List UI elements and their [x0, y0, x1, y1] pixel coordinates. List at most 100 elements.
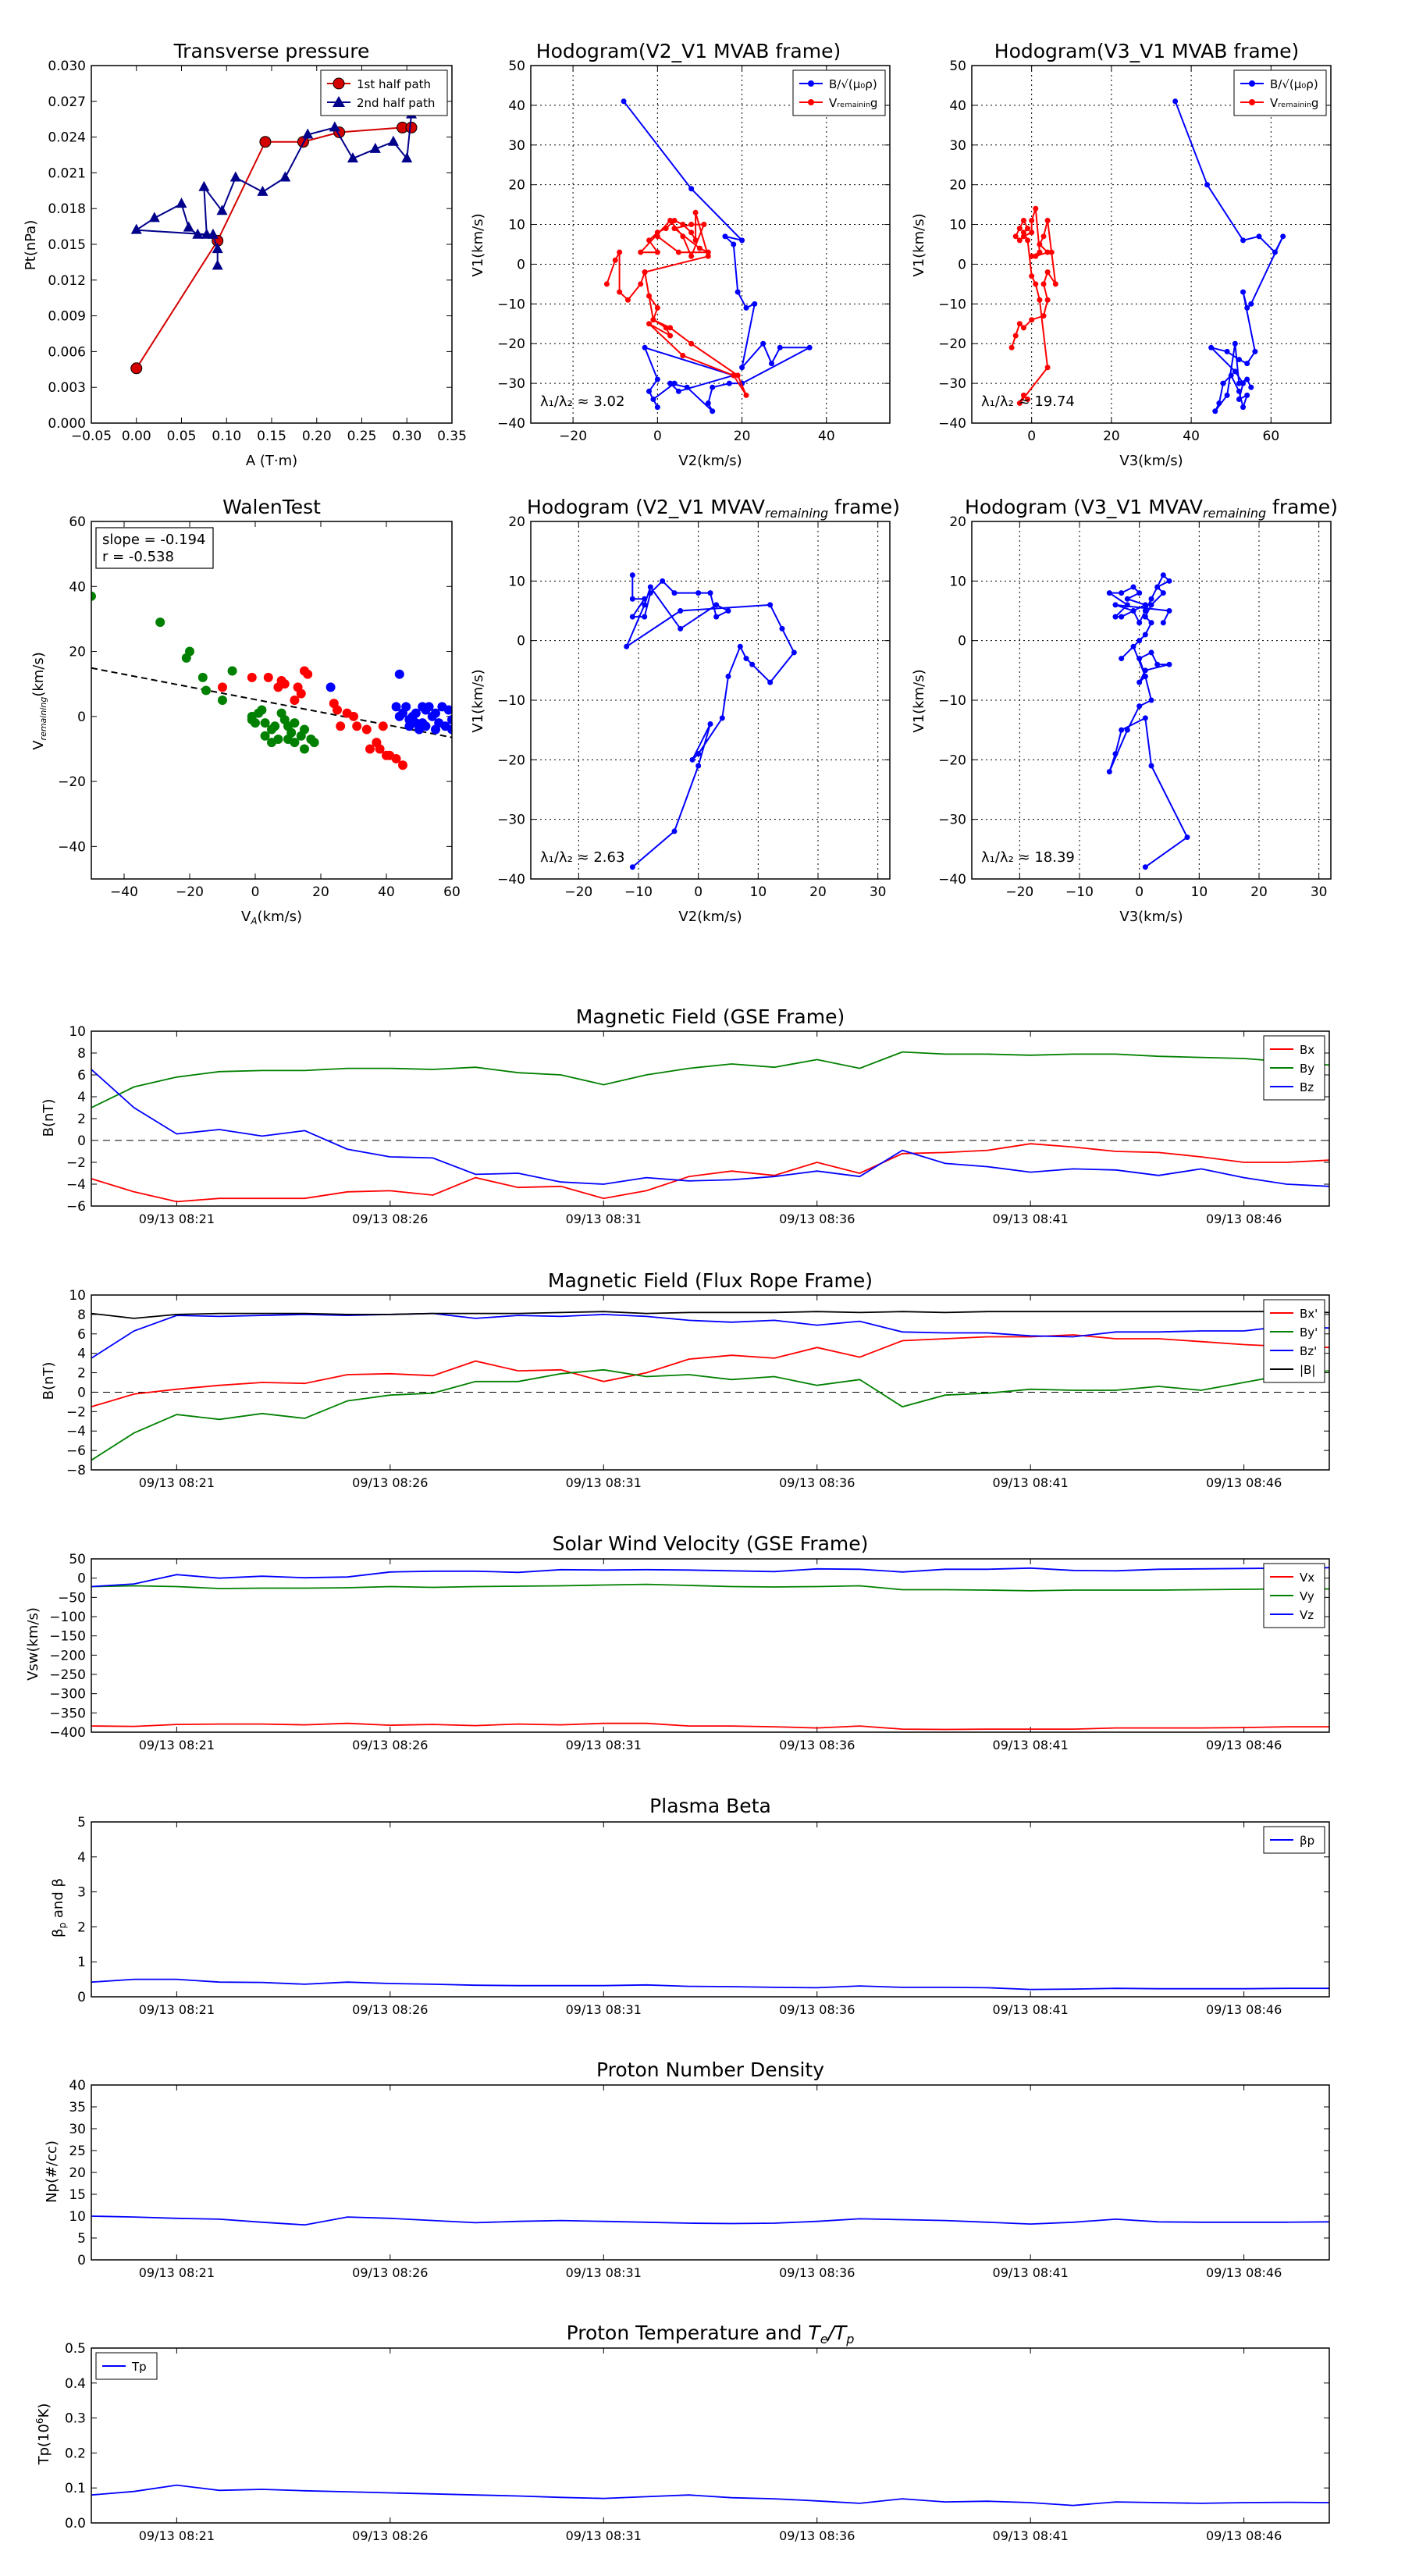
data-point	[1148, 602, 1154, 608]
data-point	[325, 682, 336, 692]
data-point	[431, 724, 440, 735]
series-line-By	[91, 1051, 1329, 1108]
data-point	[1124, 596, 1130, 602]
data-point	[663, 226, 669, 232]
title-hodogram-v2-v1-mvab: Hodogram(V2_V1 MVAB frame)	[536, 40, 841, 62]
data-point	[767, 679, 774, 685]
data-point	[279, 171, 291, 182]
data-point	[1240, 289, 1247, 295]
y-tick-label: 30	[949, 138, 966, 154]
fit-stats-frame	[95, 527, 214, 569]
data-point	[701, 222, 707, 228]
legend-label-2: Bz'	[1300, 1344, 1317, 1358]
data-point	[130, 362, 143, 375]
data-point	[1142, 602, 1148, 608]
legend-marker-1	[333, 96, 345, 107]
y-tick-label: 40	[69, 2078, 86, 2094]
y-tick-label: −40	[938, 872, 966, 888]
data-point	[1012, 333, 1019, 339]
data-point	[218, 696, 227, 705]
legend-label-1: By	[1300, 1062, 1314, 1076]
data-point	[760, 340, 767, 347]
axes-frame	[91, 2084, 1330, 2261]
x-tick-label: 09/13 08:41	[993, 1475, 1069, 1490]
title-transverse-pressure: Transverse pressure	[173, 40, 370, 62]
x-tick-label: 30	[1311, 884, 1328, 900]
data-point	[300, 724, 309, 735]
data-point	[710, 408, 716, 415]
data-point	[638, 249, 644, 255]
y-tick-label: 25	[69, 2144, 86, 2159]
data-point	[726, 380, 732, 386]
series-line-p	[91, 1978, 1329, 1991]
y-tick-label: 0	[517, 257, 525, 272]
data-point	[737, 643, 743, 649]
series-line-B	[91, 1311, 1329, 1319]
data-point	[705, 253, 711, 259]
legend-label-1: Vᵣₑₘₐᵢₙᵢₙg	[1270, 96, 1318, 110]
data-point	[650, 396, 656, 402]
x-tick-label: 09/13 08:41	[993, 2528, 1069, 2543]
data-point	[1142, 864, 1148, 870]
ylabel-magnetic-field-gse: B(nT)	[41, 1099, 57, 1137]
data-point	[1029, 253, 1035, 259]
data-point	[768, 361, 774, 367]
data-point	[710, 384, 716, 390]
panel-plasma-beta: 09/13 08:21 09/13 08:26 09/13 08:31 09/13 0…	[77, 1815, 1330, 2017]
y-tick-label: 2	[77, 1920, 86, 1935]
data-point	[1008, 344, 1015, 350]
series-1	[603, 209, 749, 398]
data-point	[207, 228, 219, 239]
y-tick-label: 0.030	[48, 59, 86, 74]
ylabel-hodogram-v2-v1-mvab: V1(km/s)	[470, 213, 486, 276]
y-tick-label: 2	[77, 1112, 86, 1127]
data-point	[1236, 388, 1242, 394]
data-point	[251, 718, 260, 728]
data-point	[767, 602, 774, 608]
legend-marker-0	[333, 77, 345, 90]
y-tick-label: −8	[66, 1463, 86, 1478]
data-point	[617, 289, 623, 295]
y-tick-label: 0.003	[48, 380, 86, 396]
eigenvalue-ratio-label: λ₁/λ₂ ≈ 3.02	[540, 393, 624, 410]
xlabel-transverse-pressure: A (T·m)	[246, 453, 297, 469]
ylabel-hodogram-v2-v1-mvav: V1(km/s)	[470, 669, 486, 732]
data-point	[660, 578, 666, 584]
data-point	[1154, 584, 1161, 590]
data-point	[680, 352, 686, 358]
data-point	[1240, 380, 1247, 386]
data-point	[1044, 217, 1051, 223]
plot-background	[91, 1559, 1329, 1732]
data-point	[1236, 396, 1242, 402]
series-1	[218, 666, 407, 770]
y-tick-label: 0	[77, 710, 86, 725]
data-point	[642, 596, 648, 602]
y-tick-label: −350	[49, 1706, 86, 1721]
data-point	[735, 289, 741, 295]
eigenvalue-ratio-label: λ₁/λ₂ ≈ 2.63	[540, 849, 624, 866]
data-point	[1224, 392, 1230, 398]
y-tick-label: 5	[77, 1815, 86, 1831]
x-tick-label: −20	[1005, 884, 1033, 900]
y-tick-label: 20	[949, 178, 966, 194]
data-point	[1044, 297, 1051, 303]
data-point	[365, 744, 375, 754]
data-point	[1037, 241, 1043, 247]
legend-marker-1	[1249, 99, 1255, 105]
data-point	[218, 682, 227, 692]
x-tick-label: 10	[750, 884, 767, 900]
x-tick-label: 09/13 08:26	[352, 1475, 428, 1490]
data-point	[1033, 205, 1039, 212]
data-point	[1172, 98, 1179, 105]
data-point	[680, 222, 686, 228]
data-point	[1029, 229, 1035, 236]
data-point	[1142, 673, 1148, 679]
data-point	[1160, 572, 1166, 578]
data-point	[1020, 229, 1026, 236]
x-tick-label: −10	[1065, 884, 1094, 900]
series-0	[91, 591, 319, 754]
series-line-Bx	[91, 1143, 1329, 1203]
data-point	[1148, 763, 1154, 769]
data-point	[1020, 325, 1026, 331]
data-point	[260, 731, 270, 741]
